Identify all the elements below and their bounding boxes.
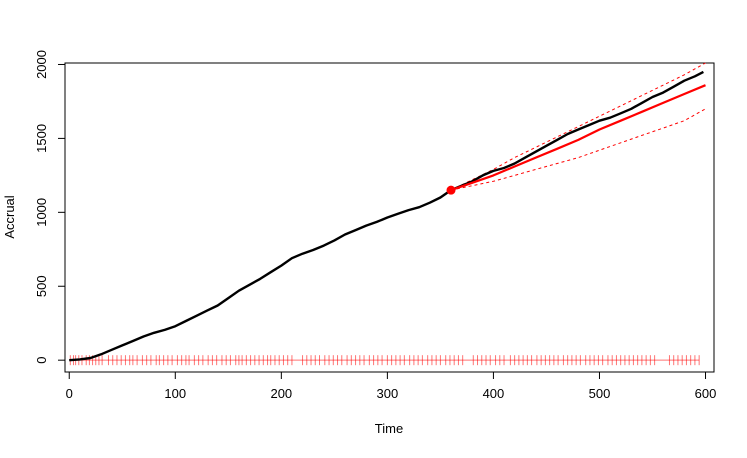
y-axis-label: Accrual bbox=[2, 195, 17, 238]
observed-accrual-line bbox=[69, 70, 704, 362]
y-tick-label: 0 bbox=[34, 357, 49, 364]
y-tick-label: 1000 bbox=[34, 198, 49, 227]
x-axis-label: Time bbox=[375, 421, 403, 436]
y-tick-label: 1500 bbox=[34, 124, 49, 153]
y-tick-label: 2000 bbox=[34, 50, 49, 79]
upper-bound-line bbox=[450, 62, 706, 191]
x-tick-label: 100 bbox=[164, 386, 186, 401]
prediction-start-point bbox=[446, 185, 456, 195]
series-layer bbox=[69, 62, 706, 362]
x-tick-label: 0 bbox=[66, 386, 73, 401]
event-marks bbox=[69, 355, 700, 366]
x-tick-label: 400 bbox=[483, 386, 505, 401]
x-tick-label: 500 bbox=[589, 386, 611, 401]
x-tick-label: 200 bbox=[270, 386, 292, 401]
y-axis: 0 500 1000 1500 2000 bbox=[34, 50, 66, 364]
x-axis: 0 100 200 300 400 500 600 bbox=[66, 371, 717, 401]
y-tick-label: 500 bbox=[34, 275, 49, 297]
lower-bound-line bbox=[450, 108, 706, 191]
x-tick-label: 300 bbox=[377, 386, 399, 401]
predicted-accrual-line bbox=[450, 84, 706, 192]
x-tick-label: 600 bbox=[695, 386, 717, 401]
